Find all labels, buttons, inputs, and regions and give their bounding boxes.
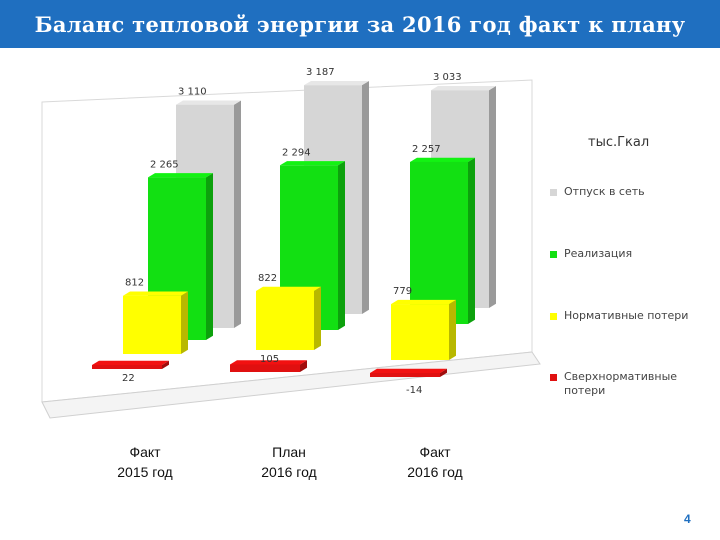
legend-label: Отпуск в сеть <box>564 185 645 198</box>
bar-top <box>391 299 456 305</box>
chart-floor <box>41 351 541 419</box>
bar-top <box>431 86 496 91</box>
bar-face <box>410 161 468 324</box>
bar-side <box>468 157 475 324</box>
bar-side <box>314 286 321 350</box>
bar-face <box>230 364 300 372</box>
bar-top <box>280 161 345 166</box>
bar-face <box>92 365 162 369</box>
bar-side <box>489 86 496 308</box>
legend-swatch <box>550 313 557 320</box>
bar-top <box>410 157 475 162</box>
data-label: 22 <box>122 373 135 384</box>
chart-plot-area: 3 110 3 187 3 033 2 265 2 294 2 257 812 822 779 2… <box>41 67 541 419</box>
x-category-line2: 2016 год <box>261 464 317 480</box>
bar-side <box>181 291 188 354</box>
bar-face <box>123 295 181 354</box>
data-label: 3 110 <box>178 87 207 98</box>
legend-swatch <box>550 251 557 258</box>
data-label: 105 <box>260 354 279 365</box>
bar-face <box>391 304 449 360</box>
bar-top <box>230 360 307 365</box>
bar-top <box>256 286 321 291</box>
x-category-line1: Факт <box>419 444 451 460</box>
bar-3-1 <box>123 291 188 354</box>
legend-swatch <box>550 189 557 196</box>
data-label: 822 <box>258 273 277 284</box>
x-category-line2: 2015 год <box>117 464 173 480</box>
legend-item-normativnye: Нормативные потери <box>550 309 688 323</box>
data-label: 3 187 <box>306 67 335 78</box>
data-label: 2 294 <box>282 147 311 158</box>
bar-3-2 <box>256 286 321 350</box>
data-label: 779 <box>393 286 412 297</box>
bar-2-3 <box>410 157 475 324</box>
legend-label: Реализация <box>564 247 633 260</box>
bar-side <box>362 80 369 315</box>
bar-4-3 <box>370 368 447 377</box>
bar-top <box>123 291 188 296</box>
page-number: 4 <box>684 512 691 526</box>
x-category-3: Факт 2016 год <box>370 442 500 482</box>
bar-side <box>449 299 456 360</box>
legend-swatch <box>550 374 557 381</box>
bar-top <box>92 360 169 365</box>
legend-item-sverhnormativnye: Сверхнормативные потери <box>550 370 685 398</box>
unit-label: тыс.Гкал <box>588 135 650 150</box>
bar-face <box>370 373 440 377</box>
bar-face <box>256 290 314 350</box>
bar-side <box>206 173 213 340</box>
bar-4-1 <box>92 360 169 369</box>
legend-item-otpusk: Отпуск в сеть <box>550 185 645 199</box>
bar-3-3 <box>391 299 456 360</box>
x-category-line1: Факт <box>129 444 161 460</box>
legend-label: Сверхнормативные потери <box>564 370 678 397</box>
data-label: -14 <box>406 385 422 396</box>
x-category-line1: План <box>272 444 306 460</box>
data-label: 812 <box>125 278 144 289</box>
bar-top <box>148 173 213 178</box>
bar-4-2 <box>230 360 307 372</box>
bar-side <box>440 368 447 377</box>
bar-top <box>176 100 241 105</box>
x-category-line2: 2016 год <box>407 464 463 480</box>
bar-side <box>162 360 169 369</box>
bar-side <box>300 360 307 372</box>
legend-label: Нормативные потери <box>564 309 689 322</box>
legend-item-realizatsiya: Реализация <box>550 247 632 261</box>
title-bar: Баланс тепловой энергии за 2016 год факт… <box>0 0 720 48</box>
x-category-1: Факт 2015 год <box>80 442 210 482</box>
x-category-2: План 2016 год <box>224 442 354 482</box>
bar-top <box>370 368 447 373</box>
data-label: 2 265 <box>150 159 179 170</box>
bar-top <box>304 80 369 86</box>
slide-title: Баланс тепловой энергии за 2016 год факт… <box>34 11 686 37</box>
bar-side <box>338 161 345 330</box>
bar-side <box>234 100 241 328</box>
data-label: 2 257 <box>412 144 441 155</box>
data-label: 3 033 <box>433 72 462 83</box>
